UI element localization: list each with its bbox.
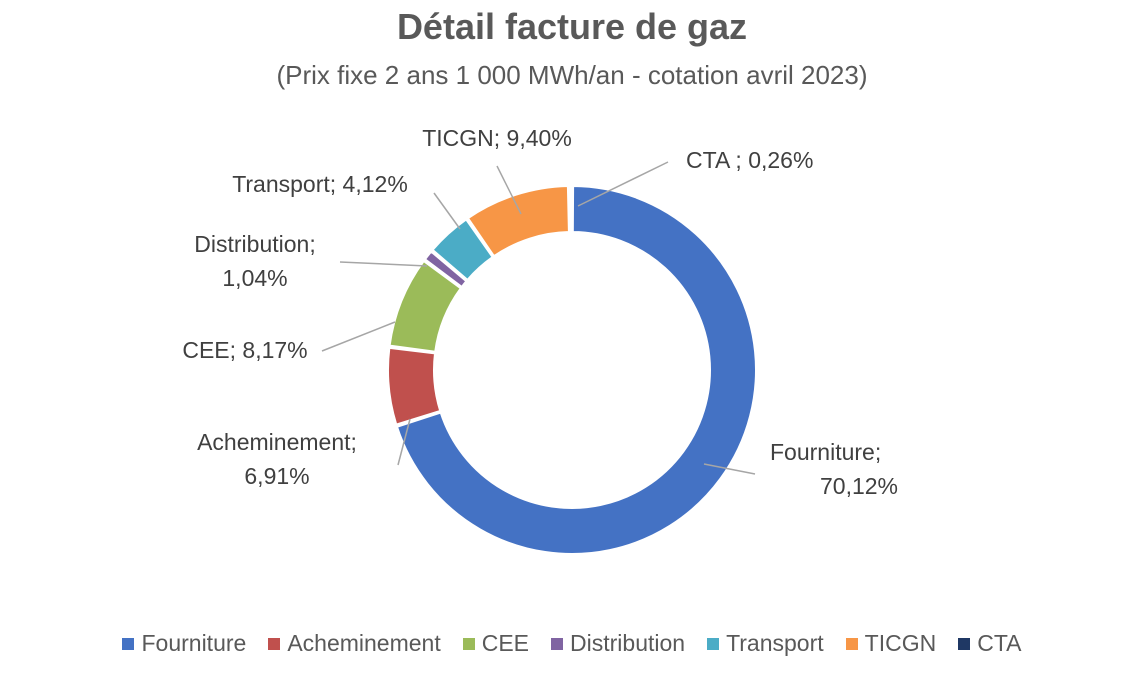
data-label-fourniture: Fourniture; 70,12% (770, 439, 898, 499)
data-label-cta: CTA ; 0,26% (686, 147, 813, 173)
leader-line-acheminement (397, 418, 411, 466)
donut-slice-transport (431, 218, 495, 282)
donut-slice-ticgn (466, 185, 570, 258)
legend-label: CEE (481, 630, 530, 656)
legend-item-acheminement: Acheminement (268, 630, 441, 657)
data-label-transport: Transport; 4,12% (232, 171, 408, 197)
legend-label: Distribution (570, 630, 686, 656)
leader-line-transport (433, 192, 461, 230)
donut-slice-fourniture (395, 184, 757, 555)
legend-swatch (122, 637, 135, 650)
data-label-distribution: Distribution; 1,04% (194, 231, 315, 291)
legend-swatch (551, 637, 564, 650)
legend-swatch (845, 637, 858, 650)
donut-slice-cta (569, 184, 573, 234)
data-label-acheminement: Acheminement; 6,91% (197, 429, 357, 489)
legend-label: Acheminement (287, 630, 441, 656)
legend-label: TICGN (864, 630, 937, 656)
legend-label: Fourniture (141, 630, 247, 656)
leader-line-cta (577, 161, 669, 207)
donut-slice-cee (388, 259, 463, 353)
donut-slice-distribution (423, 250, 468, 289)
legend-swatch (958, 637, 971, 650)
data-label-ticgn: TICGN; 9,40% (422, 125, 572, 151)
legend-swatch (462, 637, 475, 650)
leader-line-ticgn (496, 165, 522, 215)
legend-item-fourniture: Fourniture (122, 630, 246, 657)
leader-line-distribution (339, 261, 428, 267)
legend-item-cta: CTA (958, 630, 1022, 657)
leader-line-fourniture (703, 463, 756, 475)
chart-legend: Fourniture Acheminement CEE Distribution Tra… (0, 630, 1144, 657)
legend-item-distribution: Distribution (551, 630, 685, 657)
legend-label: CTA (977, 630, 1022, 656)
leader-line-cee (321, 321, 396, 352)
data-label-cee: CEE; 8,17% (182, 337, 307, 363)
chart-title: Détail facture de gaz (396, 6, 748, 47)
legend-swatch (268, 637, 281, 650)
legend-item-ticgn: TICGN (845, 630, 937, 657)
legend-label: Transport (726, 630, 824, 656)
legend-item-transport: Transport (707, 630, 824, 657)
legend-item-cee: CEE (462, 630, 530, 657)
donut-slice-acheminement (387, 346, 442, 426)
legend-swatch (707, 637, 720, 650)
chart-subtitle: (Prix fixe 2 ans 1 000 MWh/an - cotation… (276, 60, 868, 90)
